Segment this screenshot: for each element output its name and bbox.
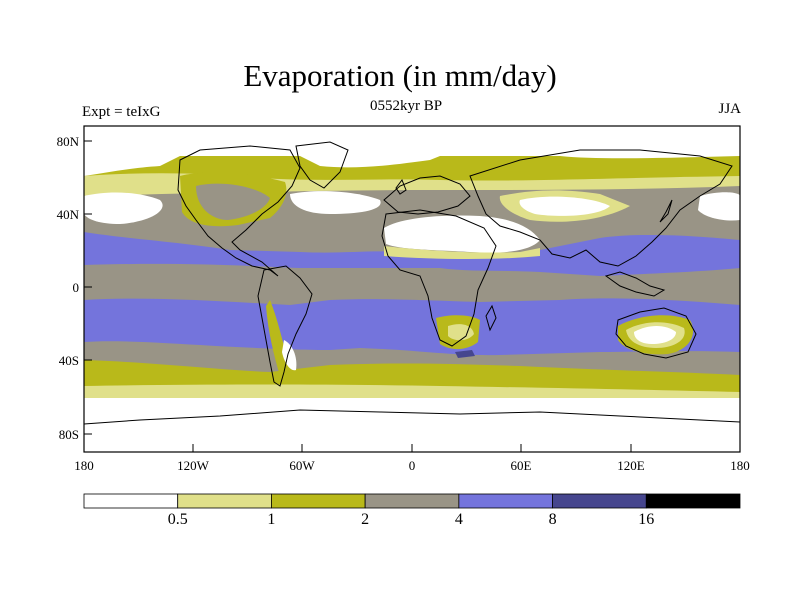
lon-tick-label-60w: 60W: [289, 458, 315, 473]
experiment-label: Expt = teIxG: [82, 104, 161, 120]
colorbar-swatch: [177, 493, 272, 509]
coast-australia: [615, 307, 697, 359]
coast-antarctica: [84, 409, 740, 425]
colorbar: 0.5 1 2 4 8 16: [83, 493, 741, 528]
colorbar-label: 0.5: [168, 511, 188, 528]
colorbar-swatch: [364, 493, 460, 509]
colorbar-label: 8: [549, 511, 557, 528]
colorbar-label: 2: [361, 511, 369, 528]
arctic-white-lobes: [84, 150, 740, 176]
coast-greenland: [295, 141, 349, 189]
coast-asia: [469, 149, 733, 267]
coast-south-america: [257, 265, 313, 387]
n-america-gray: [196, 183, 270, 220]
antarctic-white: [84, 398, 740, 452]
lon-tick-label-0: 0: [409, 458, 416, 473]
coast-uk: [395, 178, 407, 195]
coast-europe: [383, 175, 471, 215]
south-tropical-blue-band: [84, 298, 740, 356]
figure-subtitle: 0552kyr BP: [369, 98, 443, 114]
colorbar-swatch: [458, 493, 553, 509]
sahara-white: [384, 215, 540, 253]
coast-japan: [659, 199, 673, 223]
dark-blue-patch: [455, 350, 475, 358]
coast-madagascar: [485, 304, 497, 332]
latitude-axis: 80N 40N 0 40S 80S: [57, 134, 92, 442]
season-label: JJA: [718, 101, 741, 117]
s-america-white: [282, 340, 297, 371]
s-africa-pale: [448, 324, 474, 341]
lat-tick-label-0: 0: [73, 280, 80, 295]
colorbar-swatch: [645, 493, 741, 509]
lat-tick-label-40n: 40N: [57, 207, 80, 222]
evaporation-field: [84, 126, 740, 452]
figure-title: Evaporation (in mm/day): [243, 58, 557, 93]
lon-tick-label-120e: 120E: [617, 458, 645, 473]
lon-tick-label-120w: 120W: [177, 458, 210, 473]
south-pale-band: [84, 384, 740, 400]
colorbar-swatch: [552, 493, 647, 509]
colorbar-label: 4: [455, 511, 463, 528]
colorbar-label: 16: [638, 511, 654, 528]
colorbar-swatch: [83, 493, 179, 509]
lon-tick-label-180w: 180: [74, 458, 94, 473]
lon-tick-label-60e: 60E: [511, 458, 532, 473]
n-atlantic-white: [290, 191, 381, 214]
central-asia-white-core: [519, 196, 610, 216]
lat-tick-label-80s: 80S: [59, 427, 79, 442]
s-america-olive: [266, 300, 300, 384]
longitude-axis: 180 120W 60W 0 60E 120E 180: [74, 444, 750, 473]
n-pacific-white: [84, 192, 163, 224]
lon-tick-label-180e: 180: [730, 458, 750, 473]
coastlines: [84, 141, 740, 425]
n-pacific-white-east: [698, 192, 740, 221]
lat-tick-label-80n: 80N: [57, 134, 80, 149]
coast-africa: [381, 209, 497, 347]
colorbar-label: 1: [267, 511, 275, 528]
australia-white: [634, 326, 676, 344]
coast-north-america: [177, 145, 301, 277]
colorbar-swatch: [271, 493, 366, 509]
lat-tick-label-40s: 40S: [59, 353, 79, 368]
coast-se-asia-islands: [604, 271, 666, 297]
sahara-pale-edge: [384, 246, 540, 259]
